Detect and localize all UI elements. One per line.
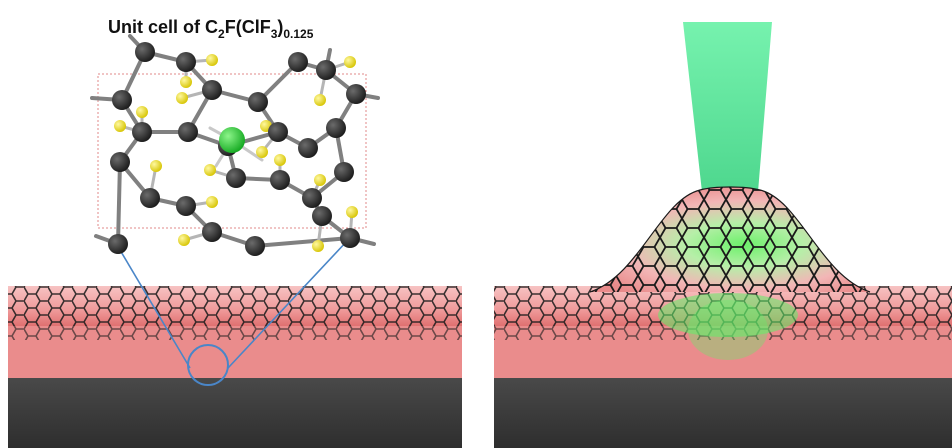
carbon-atom (110, 152, 130, 172)
fluorine-atom (180, 76, 192, 88)
fluorine-atom (314, 174, 326, 186)
carbon-atom (316, 60, 336, 80)
fluorine-atom (206, 196, 218, 208)
fluorine-atom (114, 120, 126, 132)
carbon-atom (135, 42, 155, 62)
fluorine-atom (178, 234, 190, 246)
unit-cell-title: Unit cell of C2F(ClF3)0.125 (108, 17, 314, 41)
fluorine-atom (176, 92, 188, 104)
fluorine-atom (344, 56, 356, 68)
carbon-atom (340, 228, 360, 248)
bond (116, 160, 122, 246)
bond (253, 236, 352, 248)
carbon-atom (202, 80, 222, 100)
carbon-atom (245, 236, 265, 256)
carbon-atom (132, 122, 152, 142)
carbon-atom (326, 118, 346, 138)
carbon-atom (334, 162, 354, 182)
carbon-atom (112, 90, 132, 110)
carbon-atom (176, 196, 196, 216)
fluorine-atom (274, 154, 286, 166)
laser-beam-icon (683, 22, 772, 192)
unit-cell-structure (90, 34, 380, 256)
left-panel (8, 286, 462, 448)
carbon-atom (302, 188, 322, 208)
carbon-atom (176, 52, 196, 72)
carbon-atom (178, 122, 198, 142)
carbon-atom (140, 188, 160, 208)
carbon-atom (108, 234, 128, 254)
left-substrate (8, 376, 462, 448)
carbon-atom (312, 206, 332, 226)
lattice-bulge (589, 186, 871, 293)
carbon-atom (202, 222, 222, 242)
right-panel (494, 286, 952, 448)
fluorine-atom (312, 240, 324, 252)
carbon-atom (226, 168, 246, 188)
fluorine-atom (256, 146, 268, 158)
unit-cell-box (97, 73, 367, 229)
carbon-atom (346, 84, 366, 104)
right-substrate (494, 376, 952, 448)
zoom-circle-icon (187, 344, 229, 386)
carbon-atom (248, 92, 268, 112)
fluorine-atom (204, 164, 216, 176)
fluorine-atom (314, 94, 326, 106)
zoom-indicator (119, 239, 349, 386)
fluorine-atom (206, 54, 218, 66)
carbon-atom (288, 52, 308, 72)
chlorine-atom (219, 127, 245, 153)
fluorine-atom (150, 160, 162, 172)
carbon-atom (270, 170, 290, 190)
fluorine-atom (346, 206, 358, 218)
fluorine-atom (136, 106, 148, 118)
carbon-atom (268, 122, 288, 142)
carbon-atom (298, 138, 318, 158)
